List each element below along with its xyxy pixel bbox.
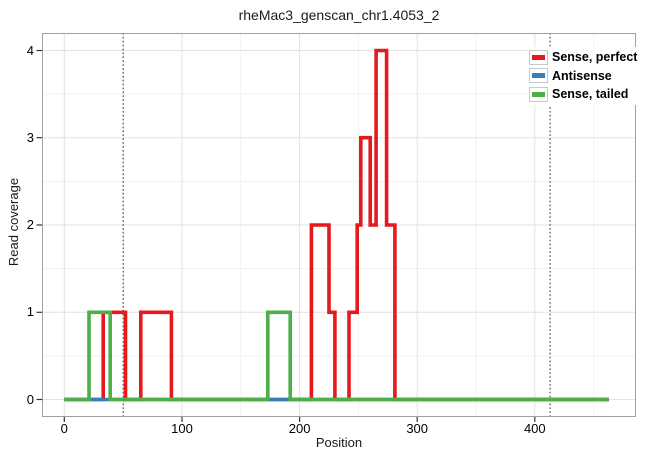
legend-label: Sense, perfect <box>552 50 638 65</box>
x-axis-label: Position <box>315 435 363 450</box>
legend-key-box <box>529 86 548 102</box>
legend-entry: Sense, perfect <box>529 48 637 67</box>
series-sense-tailed <box>64 310 609 402</box>
panel-border <box>42 33 636 417</box>
chart-title: rheMac3_genscan_chr1.4053_2 <box>238 7 440 23</box>
legend-entry: Antisense <box>529 67 637 86</box>
legend-label: Antisense <box>552 68 612 83</box>
legend-key-box <box>529 68 548 84</box>
legend-key-box <box>529 49 548 65</box>
legend-entry: Sense, tailed <box>529 85 637 104</box>
legend-color-line <box>532 54 545 60</box>
legend: Sense, perfect Antisense Sense, tailed <box>528 47 640 105</box>
y-axis-label: Read coverage <box>6 177 21 267</box>
legend-color-line <box>532 91 545 97</box>
legend-color-line <box>532 73 545 79</box>
legend-label: Sense, tailed <box>552 87 629 102</box>
